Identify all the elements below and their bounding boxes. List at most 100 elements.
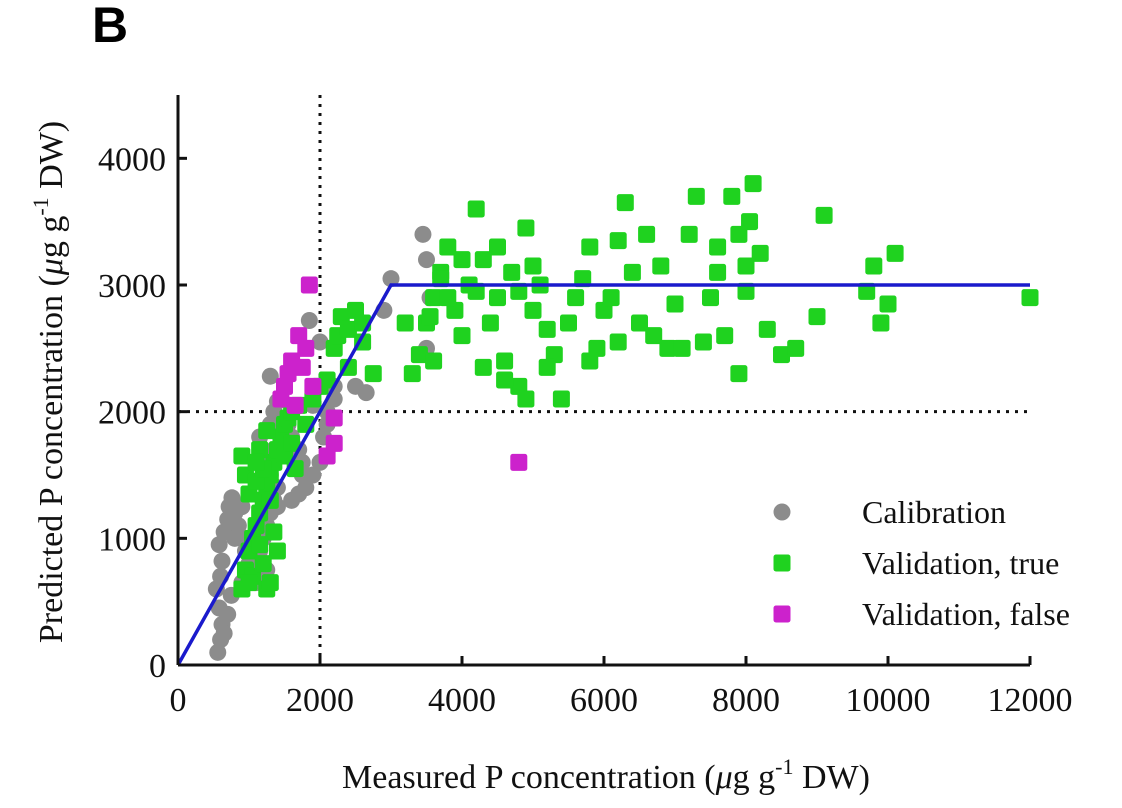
point-validation-true [467,200,485,218]
point-validation-true [808,308,826,326]
point-validation-true [453,251,471,269]
point-validation-true [503,263,521,281]
point-validation-true [631,314,648,332]
point-validation-false [279,365,297,383]
point-validation-true [403,365,421,383]
point-validation-true [496,371,514,389]
point-validation-true [247,453,265,471]
point-validation-true [744,175,762,193]
point-validation-true [552,390,570,408]
point-validation-false [300,276,318,294]
x-tick-label: 12000 [988,682,1073,719]
point-validation-true [574,270,592,288]
x-axis-title: Measured P concentration (μg g-1 DW) [342,754,870,796]
point-validation-true [787,339,805,357]
point-validation-true [453,327,471,345]
x-tick-label: 0 [170,682,187,719]
point-validation-true [240,574,258,592]
data-points [207,175,1039,661]
point-validation-true [666,295,684,313]
reference-lines [178,95,1030,665]
point-calibration [290,485,308,503]
point-validation-true [258,422,276,440]
point-validation-true [737,282,755,300]
y-axis-title: Predicted P concentration (μg g-1 DW) [28,121,70,643]
point-validation-true [602,289,620,307]
x-tick-label: 6000 [570,682,638,719]
y-tick-label: 1000 [98,521,166,558]
legend-label: Calibration [862,494,1006,530]
point-validation-true [474,358,492,376]
point-validation-false [286,396,304,414]
y-tick-label: 4000 [98,141,166,178]
point-validation-true [616,194,634,212]
point-validation-true [268,542,286,560]
point-validation-true [283,434,301,452]
point-validation-true [425,352,443,370]
point-validation-true [723,187,741,205]
point-calibration [311,333,329,351]
point-validation-true [251,536,269,554]
point-validation-true [872,314,890,332]
point-validation-true [254,555,272,573]
point-validation-true [709,263,727,281]
point-validation-true [659,339,677,357]
y-tick-label: 2000 [98,395,166,432]
point-validation-true [687,187,705,205]
point-calibration [414,225,432,243]
point-validation-true [716,327,734,345]
point-validation-true [694,333,712,351]
legend: Calibration Validation, true Validation, f… [773,494,1070,632]
point-validation-true [318,371,336,389]
point-calibration [300,311,318,329]
legend-marker-0 [773,503,791,521]
point-validation-true [730,225,748,243]
point-validation-true [581,238,599,256]
point-validation-true [489,238,506,256]
point-validation-true [815,206,833,224]
point-validation-true [364,365,382,383]
point-validation-true [609,333,627,351]
point-calibration [418,251,435,269]
point-validation-true [339,320,357,338]
y-tick-label: 0 [149,648,166,685]
point-validation-true [865,257,883,275]
point-validation-true [510,282,528,300]
point-validation-false [325,409,343,427]
point-validation-true [751,244,769,262]
point-validation-true [645,327,663,345]
fit-line [176,283,1030,666]
point-validation-true [421,308,439,326]
x-tick-label: 8000 [712,682,780,719]
point-validation-true [623,263,641,281]
point-validation-true [396,314,414,332]
point-validation-true [773,346,790,364]
x-tick-label: 4000 [428,682,496,719]
point-validation-false [325,434,343,452]
point-validation-true [425,289,443,307]
fit-line-group [176,283,1030,666]
point-calibration [261,367,279,385]
point-validation-true [474,251,492,269]
point-validation-true [467,282,485,300]
point-validation-true [609,232,627,250]
point-validation-true [1021,289,1039,307]
point-validation-true [886,244,904,262]
point-validation-true [410,346,428,364]
point-validation-true [538,320,556,338]
point-validation-false [290,327,308,345]
point-validation-true [517,219,535,237]
point-validation-true [673,339,691,357]
point-calibration [357,384,375,402]
point-validation-true [439,238,457,256]
y-tick-label: 3000 [98,268,166,305]
legend-marker-1 [773,554,791,572]
point-validation-true [567,289,585,307]
point-validation-true [538,358,556,376]
point-validation-true [737,257,755,275]
panel-label: B [92,0,129,53]
point-validation-true [265,523,283,541]
point-validation-true [879,295,897,313]
legend-marker-2 [773,605,791,623]
